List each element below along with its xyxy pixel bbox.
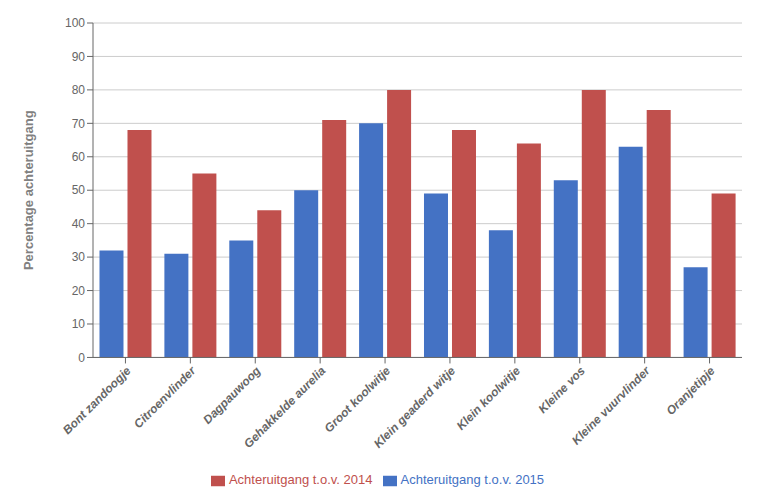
svg-text:Gehakkelde aurelia: Gehakkelde aurelia (241, 363, 328, 450)
svg-text:Dagpauwoog: Dagpauwoog (200, 363, 264, 427)
html-text:Achteruitgang t.o.v. 2015: Achteruitgang t.o.v. 2015 (400, 472, 545, 488)
svg-text:90: 90 (72, 50, 86, 64)
html-text:Achteruitgang t.o.v. 2014: Achteruitgang t.o.v. 2014 (228, 472, 373, 488)
svg-text:Kleine vos: Kleine vos (536, 363, 589, 416)
svg-text:Percentage achteruitgang: Percentage achteruitgang (21, 110, 36, 270)
svg-text:0: 0 (78, 351, 85, 365)
svg-text:60: 60 (72, 150, 86, 164)
svg-text:50: 50 (72, 183, 86, 197)
svg-text:100: 100 (65, 16, 85, 30)
svg-text:40: 40 (72, 217, 86, 231)
svg-text:Klein geaderd witje: Klein geaderd witje (371, 363, 458, 450)
svg-text:Groot koolwitje: Groot koolwitje (322, 363, 394, 435)
svg-text:20: 20 (72, 284, 86, 298)
svg-text:Bont zandoogje: Bont zandoogje (60, 363, 134, 437)
svg-text:80: 80 (72, 83, 86, 97)
svg-text:Kleine vuurvlinder: Kleine vuurvlinder (569, 363, 654, 448)
svg-text:10: 10 (72, 317, 86, 331)
svg-text:Citroenvlinder: Citroenvlinder (131, 363, 199, 431)
svg-text:Klein koolwitje: Klein koolwitje (454, 363, 524, 433)
svg-text:30: 30 (72, 250, 86, 264)
svg-text:70: 70 (72, 117, 86, 131)
svg-text:Oranjetipje: Oranjetipje (663, 363, 717, 417)
